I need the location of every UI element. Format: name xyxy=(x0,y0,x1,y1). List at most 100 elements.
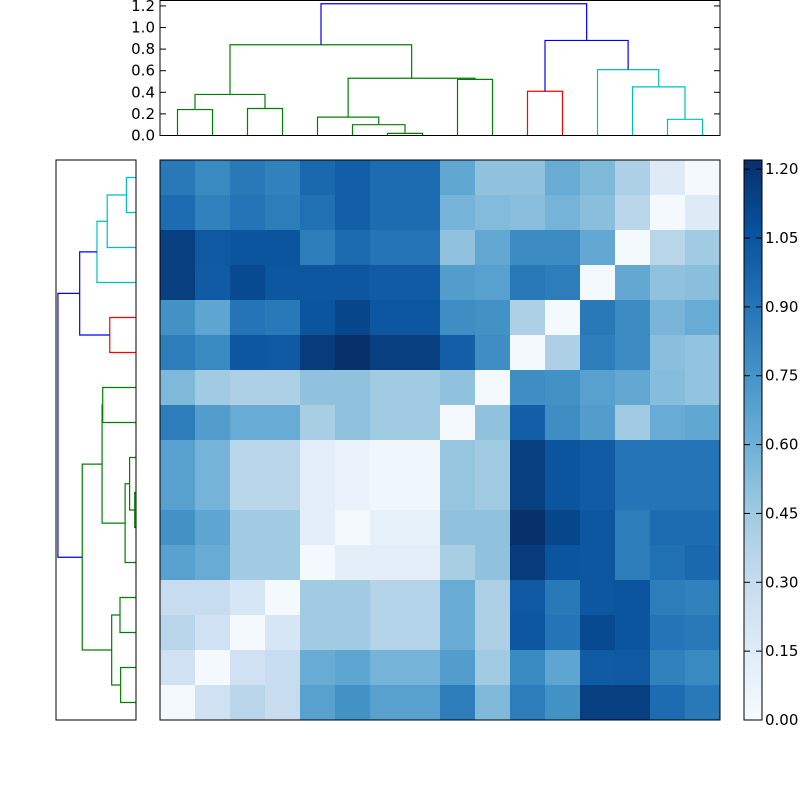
heatmap-cell xyxy=(230,475,266,511)
dendrogram-link xyxy=(120,666,136,704)
top-dendrogram xyxy=(176,3,704,136)
heatmap-cell xyxy=(545,685,581,721)
heatmap-cell xyxy=(510,545,546,581)
heatmap-cell xyxy=(195,685,231,721)
heatmap-cell xyxy=(160,615,196,651)
heatmap-cell xyxy=(370,685,406,721)
heatmap-cell xyxy=(405,230,441,266)
heatmap-cell xyxy=(195,370,231,406)
heatmap-cell xyxy=(615,580,651,616)
heatmap-cell xyxy=(545,160,581,196)
heatmap-cell xyxy=(230,265,266,301)
left-dendrogram-frame xyxy=(55,159,137,721)
heatmap-cell xyxy=(650,685,686,721)
heatmap-cell xyxy=(370,650,406,686)
heatmap-cell xyxy=(615,265,651,301)
heatmap-cell xyxy=(580,475,616,511)
heatmap-cell xyxy=(230,510,266,546)
heatmap-cell xyxy=(475,370,511,406)
heatmap-cell xyxy=(265,475,301,511)
heatmap-cell xyxy=(440,615,476,651)
heatmap-cell xyxy=(300,440,336,476)
heatmap-cell xyxy=(265,195,301,231)
heatmap-cell xyxy=(265,335,301,371)
heatmap-cell xyxy=(405,405,441,441)
heatmap-cell xyxy=(685,160,721,196)
heatmap-cell xyxy=(545,195,581,231)
heatmap-cell xyxy=(545,440,581,476)
heatmap-cell xyxy=(370,265,406,301)
heatmap-cell xyxy=(580,615,616,651)
heatmap-cell xyxy=(195,650,231,686)
heatmap-cell xyxy=(370,615,406,651)
heatmap-cell xyxy=(300,580,336,616)
heatmap-cell xyxy=(195,580,231,616)
heatmap-cell xyxy=(195,195,231,231)
heatmap-cell xyxy=(405,685,441,721)
heatmap-cell xyxy=(160,230,196,266)
heatmap-cell xyxy=(300,475,336,511)
heatmap-cell xyxy=(230,370,266,406)
dendrogram-link xyxy=(96,220,136,284)
heatmap-cell xyxy=(230,300,266,336)
heatmap-cell xyxy=(475,650,511,686)
heatmap-cell xyxy=(685,265,721,301)
dendrogram-link xyxy=(456,78,494,136)
heatmap-cell xyxy=(300,265,336,301)
dendrogram-link xyxy=(119,596,136,634)
heatmap-cell xyxy=(685,685,721,721)
heatmap-cell xyxy=(370,230,406,266)
heatmap-cell xyxy=(160,440,196,476)
heatmap-cell xyxy=(335,405,371,441)
heatmap-cell xyxy=(440,475,476,511)
dendrogram-link xyxy=(57,292,83,558)
dendrogram-link xyxy=(631,86,686,136)
heatmap-cell xyxy=(475,230,511,266)
colorbar xyxy=(743,159,763,721)
dendrogram-link xyxy=(544,39,629,92)
heatmap-cell xyxy=(510,230,546,266)
heatmap-cell xyxy=(615,545,651,581)
heatmap-cell xyxy=(545,475,581,511)
heatmap-cell xyxy=(195,615,231,651)
heatmap-cell xyxy=(580,685,616,721)
heatmap-cell xyxy=(370,510,406,546)
heatmap-cell xyxy=(405,265,441,301)
heatmap-cell xyxy=(580,370,616,406)
heatmap-cell xyxy=(685,300,721,336)
dendrogram-link xyxy=(125,176,136,214)
heatmap-cell xyxy=(230,160,266,196)
heatmap-cell xyxy=(160,370,196,406)
heatmap-cell xyxy=(300,615,336,651)
heatmap-cell xyxy=(615,405,651,441)
heatmap-cell xyxy=(370,440,406,476)
heatmap-cell xyxy=(370,580,406,616)
heatmap-cell xyxy=(265,370,301,406)
colorbar-tick-label: 0.15 xyxy=(765,642,798,660)
colorbar-tick-label: 0.60 xyxy=(765,436,798,454)
heatmap-cell xyxy=(545,545,581,581)
y-tick-label: 0.8 xyxy=(131,40,155,58)
heatmap-cell xyxy=(335,510,371,546)
heatmap-cell xyxy=(615,615,651,651)
heatmap-cell xyxy=(650,195,686,231)
heatmap-cell xyxy=(650,370,686,406)
heatmap-cell xyxy=(300,335,336,371)
heatmap-cell xyxy=(370,545,406,581)
heatmap-cell xyxy=(230,335,266,371)
heatmap-cell xyxy=(580,405,616,441)
heatmap-cell xyxy=(265,685,301,721)
heatmap-cell xyxy=(230,615,266,651)
heatmap-cell xyxy=(370,195,406,231)
heatmap-cell xyxy=(580,545,616,581)
heatmap-cell xyxy=(475,195,511,231)
heatmap-cell xyxy=(230,405,266,441)
heatmap-cell xyxy=(195,230,231,266)
heatmap-cell xyxy=(510,405,546,441)
heatmap-cell xyxy=(335,335,371,371)
heatmap-cell xyxy=(685,370,721,406)
dendrogram-link xyxy=(111,614,121,686)
colorbar-tick-label: 0.00 xyxy=(765,711,798,729)
heatmap-cell xyxy=(650,650,686,686)
